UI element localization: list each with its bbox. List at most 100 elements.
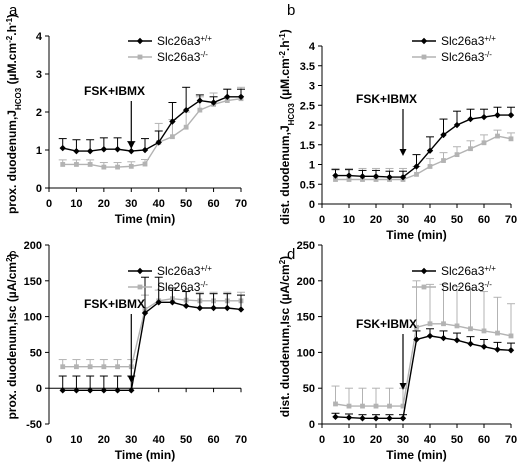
data-point [60,364,66,370]
data-point [182,106,190,114]
data-point [74,162,79,167]
data-point [386,415,393,422]
data-point [237,93,245,100]
data-point [345,172,353,179]
y-axis-label: dist. duodenum,JHCO3 (µM.cm-2.h-1) [278,29,296,224]
data-point [481,140,487,146]
y-tick-label: 1 [309,160,315,172]
data-point [453,337,461,344]
data-point [114,146,121,153]
x-tick-label: 70 [505,434,517,446]
data-point [372,415,380,422]
series-wildtype [58,276,245,394]
panel-letter: b [287,2,295,19]
data-point [196,304,204,312]
data-point [224,98,230,103]
data-point [400,403,406,409]
x-tick-label: 20 [98,434,110,446]
y-tick-label: 200 [297,276,315,288]
data-point [495,133,500,139]
legend-marker [136,267,144,275]
y-axis-label: dist. duodenum,Isc (µA/cm2) [278,256,293,417]
data-point [414,171,419,177]
data-point [155,299,162,306]
x-tick-label: 50 [451,214,463,226]
data-point [59,144,66,152]
y-tick-label: 200 [24,240,42,252]
data-point [237,306,245,313]
y-tick-label: 150 [297,312,315,324]
y-tick-label: 4 [36,31,43,43]
annotation-arrow-head [399,149,407,156]
data-point [507,111,515,119]
data-point [210,304,217,312]
data-point [414,324,419,330]
annotation-label: FSK+IBMX [356,92,417,106]
data-point [169,118,176,125]
chart-panel-d: d 0 50 100 150 200 250 0 10 20 30 40 50 60 70 Time (min… [278,240,518,462]
y-tick-label: 150 [24,276,42,288]
x-tick-label: 40 [153,434,165,446]
data-point [332,413,339,421]
legend-label: Slc26a3-/- [157,50,208,65]
data-point [345,414,353,421]
x-tick-label: 0 [319,434,325,446]
data-point [467,340,474,348]
panel-letter: d [287,246,295,263]
series-line [335,323,512,407]
y-tick-label: -50 [26,419,42,431]
series-knockout [58,86,245,170]
x-axis-label: Time (min) [115,212,175,226]
x-tick-label: 10 [70,198,82,210]
x-tick-label: 70 [235,434,247,446]
data-point [224,93,231,100]
legend: Slc26a3+/+Slc26a3-/- [128,264,212,294]
data-point [454,152,460,158]
data-point [372,173,380,180]
data-point [183,124,189,130]
y-tick-label: 0.5 [300,179,315,191]
data-point [440,131,447,139]
x-tick-label: 30 [125,198,137,210]
data-point [441,321,446,327]
chart-panel-c: c -50 0 50 100 150 200 0 10 20 30 40 50 60 70 Time (min… [5,240,248,462]
data-point [141,146,149,154]
data-point [333,401,338,407]
annotation-label: FSK+IBMX [356,317,417,331]
data-point [196,97,204,104]
series-wildtype [58,86,245,155]
data-point [333,177,338,182]
data-point [426,147,434,154]
x-tick-label: 50 [451,434,463,446]
x-tick-label: 60 [207,198,219,210]
x-tick-label: 70 [505,214,517,226]
data-point [427,321,433,327]
y-tick-label: 50 [303,383,315,395]
y-tick-label: 100 [297,347,315,359]
legend-marker [421,54,427,60]
y-tick-label: 1 [36,145,42,157]
x-tick-label: 40 [424,214,436,226]
data-point [87,364,93,370]
series-knockout [331,129,515,182]
x-tick-label: 0 [319,214,325,226]
legend-marker [137,284,143,290]
legend: Slc26a3+/+Slc26a3-/- [412,264,496,294]
legend-label: Slc26a3+/+ [157,34,212,49]
data-point [60,162,66,167]
x-tick-label: 10 [343,434,355,446]
data-point [440,334,447,342]
data-point [346,177,352,182]
x-axis-label: Time (min) [386,228,446,242]
data-point [114,387,121,394]
panel-letter: a [9,2,18,19]
y-tick-label: 250 [297,240,315,252]
data-point [494,111,501,119]
data-point [468,146,473,152]
panel-letter: c [9,246,17,263]
series-line [62,301,242,391]
data-point [481,328,487,334]
data-point [141,309,149,317]
x-tick-label: 0 [46,198,52,210]
